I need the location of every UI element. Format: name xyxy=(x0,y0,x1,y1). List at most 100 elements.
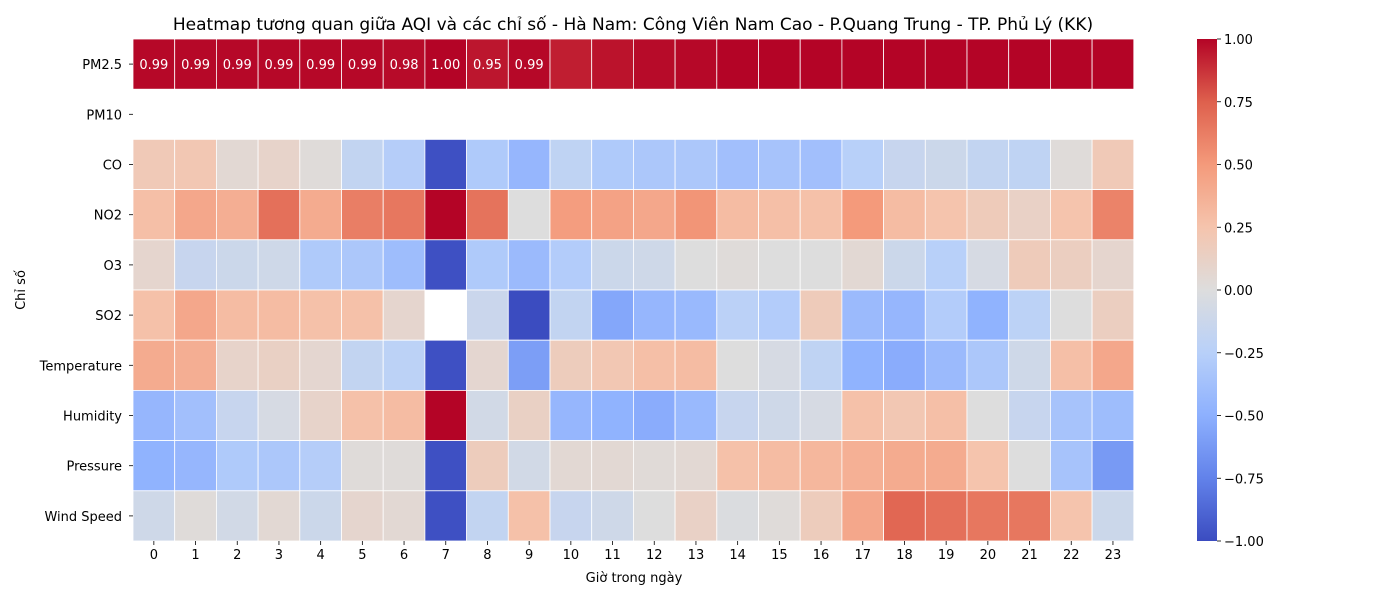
y-tick-label: NO2 xyxy=(94,209,122,224)
heatmap-cell xyxy=(966,490,1010,542)
x-tick-label: 15 xyxy=(771,548,788,563)
heatmap-cell xyxy=(1050,289,1093,341)
heatmap-cell xyxy=(674,339,718,391)
heatmap-cell xyxy=(1050,339,1093,391)
heatmap-cell xyxy=(257,389,301,441)
colorbar-tick-label: 0.00 xyxy=(1224,284,1253,299)
y-tick-label: PM2.5 xyxy=(82,58,122,73)
heatmap-cell xyxy=(883,289,926,341)
heatmap-cell xyxy=(299,440,342,492)
heatmap-cell xyxy=(174,440,217,492)
heatmap-cell xyxy=(466,189,509,241)
heatmap-cell xyxy=(424,189,467,241)
y-tick-label: CO xyxy=(103,159,122,174)
heatmap-cell xyxy=(716,490,759,542)
heatmap-cell xyxy=(215,138,259,190)
colorbar-tick-label: 0.75 xyxy=(1224,96,1253,111)
heatmap-cell xyxy=(424,389,467,441)
y-tick-label: Temperature xyxy=(39,359,122,374)
x-axis-label: Giờ trong ngày xyxy=(586,571,683,586)
heatmap-cell xyxy=(841,239,885,291)
heatmap-cell xyxy=(1050,38,1093,90)
heatmap-cell xyxy=(924,490,968,542)
heatmap-cell xyxy=(924,339,968,391)
cell-value-label: 0.99 xyxy=(306,58,335,73)
heatmap-cell xyxy=(1008,339,1051,391)
x-tick-label: 3 xyxy=(275,548,283,563)
heatmap-cell xyxy=(299,239,342,291)
cell-value-label: 0.99 xyxy=(515,58,544,73)
x-axis-ticks: 0 1 2 3 4 5 6 7 8 9 10 11 12 13 14 15 16 17 18 19 20 21 22 23 xyxy=(150,541,1121,563)
heatmap-cell xyxy=(924,289,968,341)
heatmap-cell xyxy=(966,289,1010,341)
heatmap-cell xyxy=(883,239,926,291)
heatmap-cell xyxy=(716,440,759,492)
heatmap-cell xyxy=(841,289,885,341)
x-tick-label: 8 xyxy=(483,548,491,563)
heatmap-cell xyxy=(549,490,593,542)
heatmap-cell xyxy=(674,189,718,241)
heatmap-cell xyxy=(341,239,384,291)
heatmap-cell xyxy=(966,239,1010,291)
x-tick-label: 21 xyxy=(1021,548,1038,563)
heatmap-cell xyxy=(549,38,593,90)
heatmap-cell xyxy=(758,138,801,190)
x-tick-label: 6 xyxy=(400,548,408,563)
y-tick-label: Wind Speed xyxy=(44,510,122,525)
colorbar-tick-label: 0.50 xyxy=(1224,159,1253,174)
colorbar-tick-label: 0.25 xyxy=(1224,221,1253,236)
heatmap-cell xyxy=(466,239,509,291)
heatmap-cell xyxy=(841,440,885,492)
heatmap-cell xyxy=(591,490,634,542)
y-axis-label: Chỉ số xyxy=(14,270,29,310)
heatmap-cell xyxy=(924,389,968,441)
heatmap-cell xyxy=(716,239,759,291)
heatmap-cell xyxy=(507,490,551,542)
heatmap-cell xyxy=(591,38,634,90)
y-tick-label: SO2 xyxy=(95,309,122,324)
heatmap-cell xyxy=(299,138,342,190)
heatmap-cell xyxy=(466,339,509,391)
heatmap-cell xyxy=(132,289,176,341)
y-tick-label: Humidity xyxy=(63,410,122,425)
heatmap-cell xyxy=(424,490,467,542)
heatmap-cell xyxy=(633,38,676,90)
heatmap-cell xyxy=(1008,38,1051,90)
heatmap-cell xyxy=(132,189,176,241)
heatmap-cell xyxy=(841,138,885,190)
heatmap-cell xyxy=(674,289,718,341)
heatmap-cell xyxy=(633,440,676,492)
heatmap-cell xyxy=(1008,138,1051,190)
heatmap-cell xyxy=(132,440,176,492)
heatmap-cell xyxy=(257,339,301,391)
x-tick-label: 12 xyxy=(646,548,663,563)
heatmap-cell xyxy=(674,440,718,492)
heatmap-cell xyxy=(174,389,217,441)
heatmap-cell xyxy=(466,389,509,441)
y-tick-label: Pressure xyxy=(66,460,122,475)
heatmap-cell xyxy=(799,440,843,492)
heatmap-cell xyxy=(174,239,217,291)
y-tick-label: O3 xyxy=(103,259,122,274)
heatmap-cell xyxy=(716,289,759,341)
heatmap-cell xyxy=(299,189,342,241)
colorbar-gradient xyxy=(1197,39,1217,541)
heatmap-cell xyxy=(1050,239,1093,291)
heatmap-cell xyxy=(799,339,843,391)
heatmap-cell xyxy=(341,289,384,341)
heatmap-cell xyxy=(215,440,259,492)
heatmap-cell xyxy=(215,289,259,341)
x-tick-label: 16 xyxy=(813,548,830,563)
x-tick-label: 13 xyxy=(688,548,705,563)
heatmap-cell xyxy=(549,440,593,492)
heatmap-cells xyxy=(132,38,1135,542)
heatmap-cell xyxy=(758,38,801,90)
colorbar-tick-label: −0.25 xyxy=(1224,347,1264,362)
x-tick-label: 2 xyxy=(233,548,241,563)
heatmap-cell xyxy=(924,440,968,492)
heatmap-cell xyxy=(341,440,384,492)
cell-value-label: 0.95 xyxy=(473,58,502,73)
heatmap-cell xyxy=(549,138,593,190)
x-tick-label: 10 xyxy=(563,548,580,563)
heatmap-cell xyxy=(382,38,426,90)
